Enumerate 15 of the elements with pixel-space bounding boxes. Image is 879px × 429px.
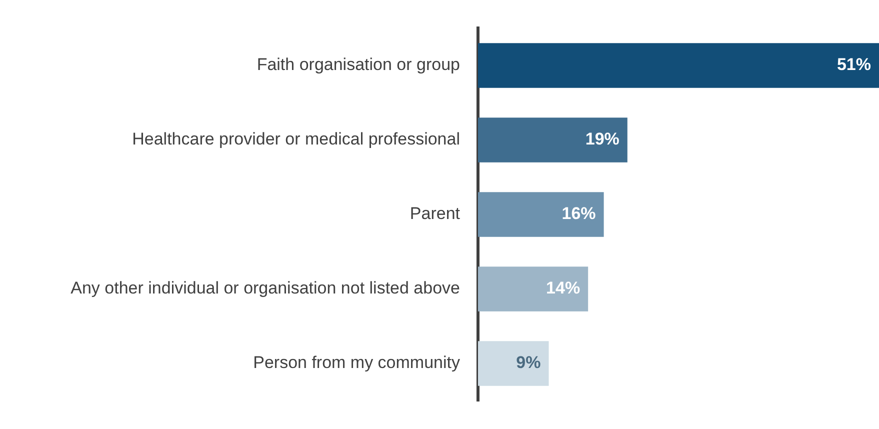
bar [478, 341, 549, 386]
y-tick-label: Parent [410, 204, 460, 224]
data-label: 14% [546, 278, 580, 298]
y-tick-label: Any other individual or organisation not listed above [70, 278, 460, 298]
bar [478, 266, 588, 312]
bar [478, 192, 604, 237]
data-label: 9% [516, 353, 541, 372]
bar [478, 118, 628, 162]
y-tick-label: Person from my community [253, 353, 460, 372]
data-label: 51% [836, 55, 871, 74]
y-tick-label: Healthcare provider or medical professional [132, 130, 460, 149]
data-label: 19% [585, 130, 620, 149]
bar [478, 43, 879, 88]
data-label: 16% [562, 204, 596, 224]
y-tick-label: Faith organisation or group [256, 55, 460, 74]
